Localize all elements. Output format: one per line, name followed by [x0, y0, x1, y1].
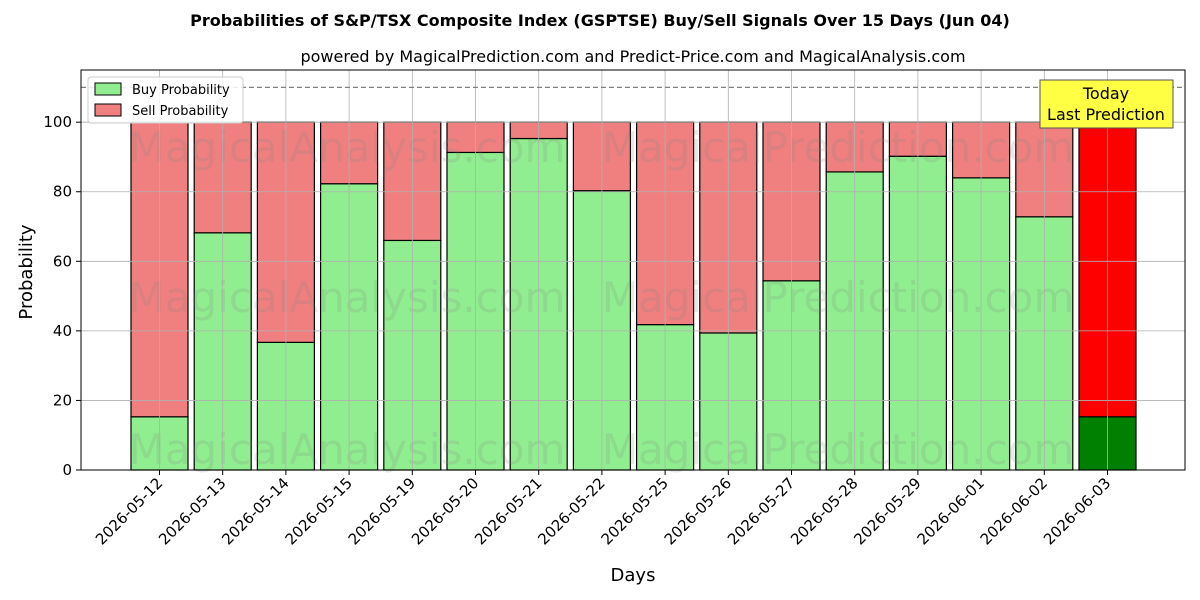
x-tick-label: 2026-05-22: [534, 474, 608, 548]
x-tick-label: 2026-05-29: [850, 474, 924, 548]
watermark-text: MagicalPrediction.com: [602, 425, 1075, 474]
chart-subtitle: powered by MagicalPrediction.com and Pre…: [300, 47, 965, 66]
x-tick-label: 2026-06-02: [977, 474, 1051, 548]
x-tick-label: 2026-05-28: [787, 474, 861, 548]
x-tick-label: 2026-05-26: [661, 474, 735, 548]
legend-swatch-buy: [94, 82, 122, 96]
y-tick-label: 100: [43, 113, 72, 131]
x-tick-label: 2026-06-01: [914, 474, 988, 548]
y-axis-label: Probability: [16, 224, 37, 319]
y-tick-label: 0: [62, 461, 72, 479]
legend-box: [87, 76, 244, 124]
y-tick-label: 80: [53, 183, 72, 201]
x-tick-label: 2026-05-14: [218, 474, 292, 548]
legend-label-sell: Sell Probability: [132, 104, 229, 119]
x-tick-label: 2026-05-15: [282, 474, 356, 548]
legend: Buy Probability Sell Probability: [87, 76, 244, 124]
watermark-text: MagicalAnalysis.com: [129, 123, 566, 172]
x-tick-label: 2026-05-25: [598, 474, 672, 548]
annotation: Today Last Prediction: [1039, 79, 1174, 129]
watermark-text: MagicalAnalysis.com: [129, 273, 566, 322]
y-tick-label: 60: [53, 252, 72, 270]
chart-title: Probabilities of S&P/TSX Composite Index…: [190, 11, 1010, 30]
x-tick-label: 2026-05-19: [345, 474, 419, 548]
annotation-box: [1039, 79, 1174, 129]
x-tick-label: 2026-05-12: [92, 474, 166, 548]
watermark-text: MagicalAnalysis.com: [129, 425, 566, 474]
x-tick-label: 2026-05-21: [471, 474, 545, 548]
watermark-text: MagicalPrediction.com: [602, 123, 1075, 172]
legend-label-buy: Buy Probability: [132, 83, 230, 98]
watermark-text: MagicalPrediction.com: [602, 273, 1075, 322]
x-axis-label: Days: [611, 565, 656, 586]
annotation-line: Last Prediction: [1047, 105, 1165, 124]
plot-frame: [80, 69, 1186, 471]
y-tick-label: 40: [53, 322, 72, 340]
x-tick-label: 2026-05-20: [408, 474, 482, 548]
x-tick-label: 2026-05-27: [724, 474, 798, 548]
x-tick-label: 2026-05-13: [155, 474, 229, 548]
legend-swatch-sell: [94, 103, 122, 117]
x-tick-label: 2026-06-03: [1040, 474, 1114, 548]
y-tick-label: 20: [53, 391, 72, 409]
annotation-line: Today: [1082, 84, 1129, 103]
plot-area: MagicalAnalysis.com MagicalPrediction.com…: [43, 69, 1186, 548]
